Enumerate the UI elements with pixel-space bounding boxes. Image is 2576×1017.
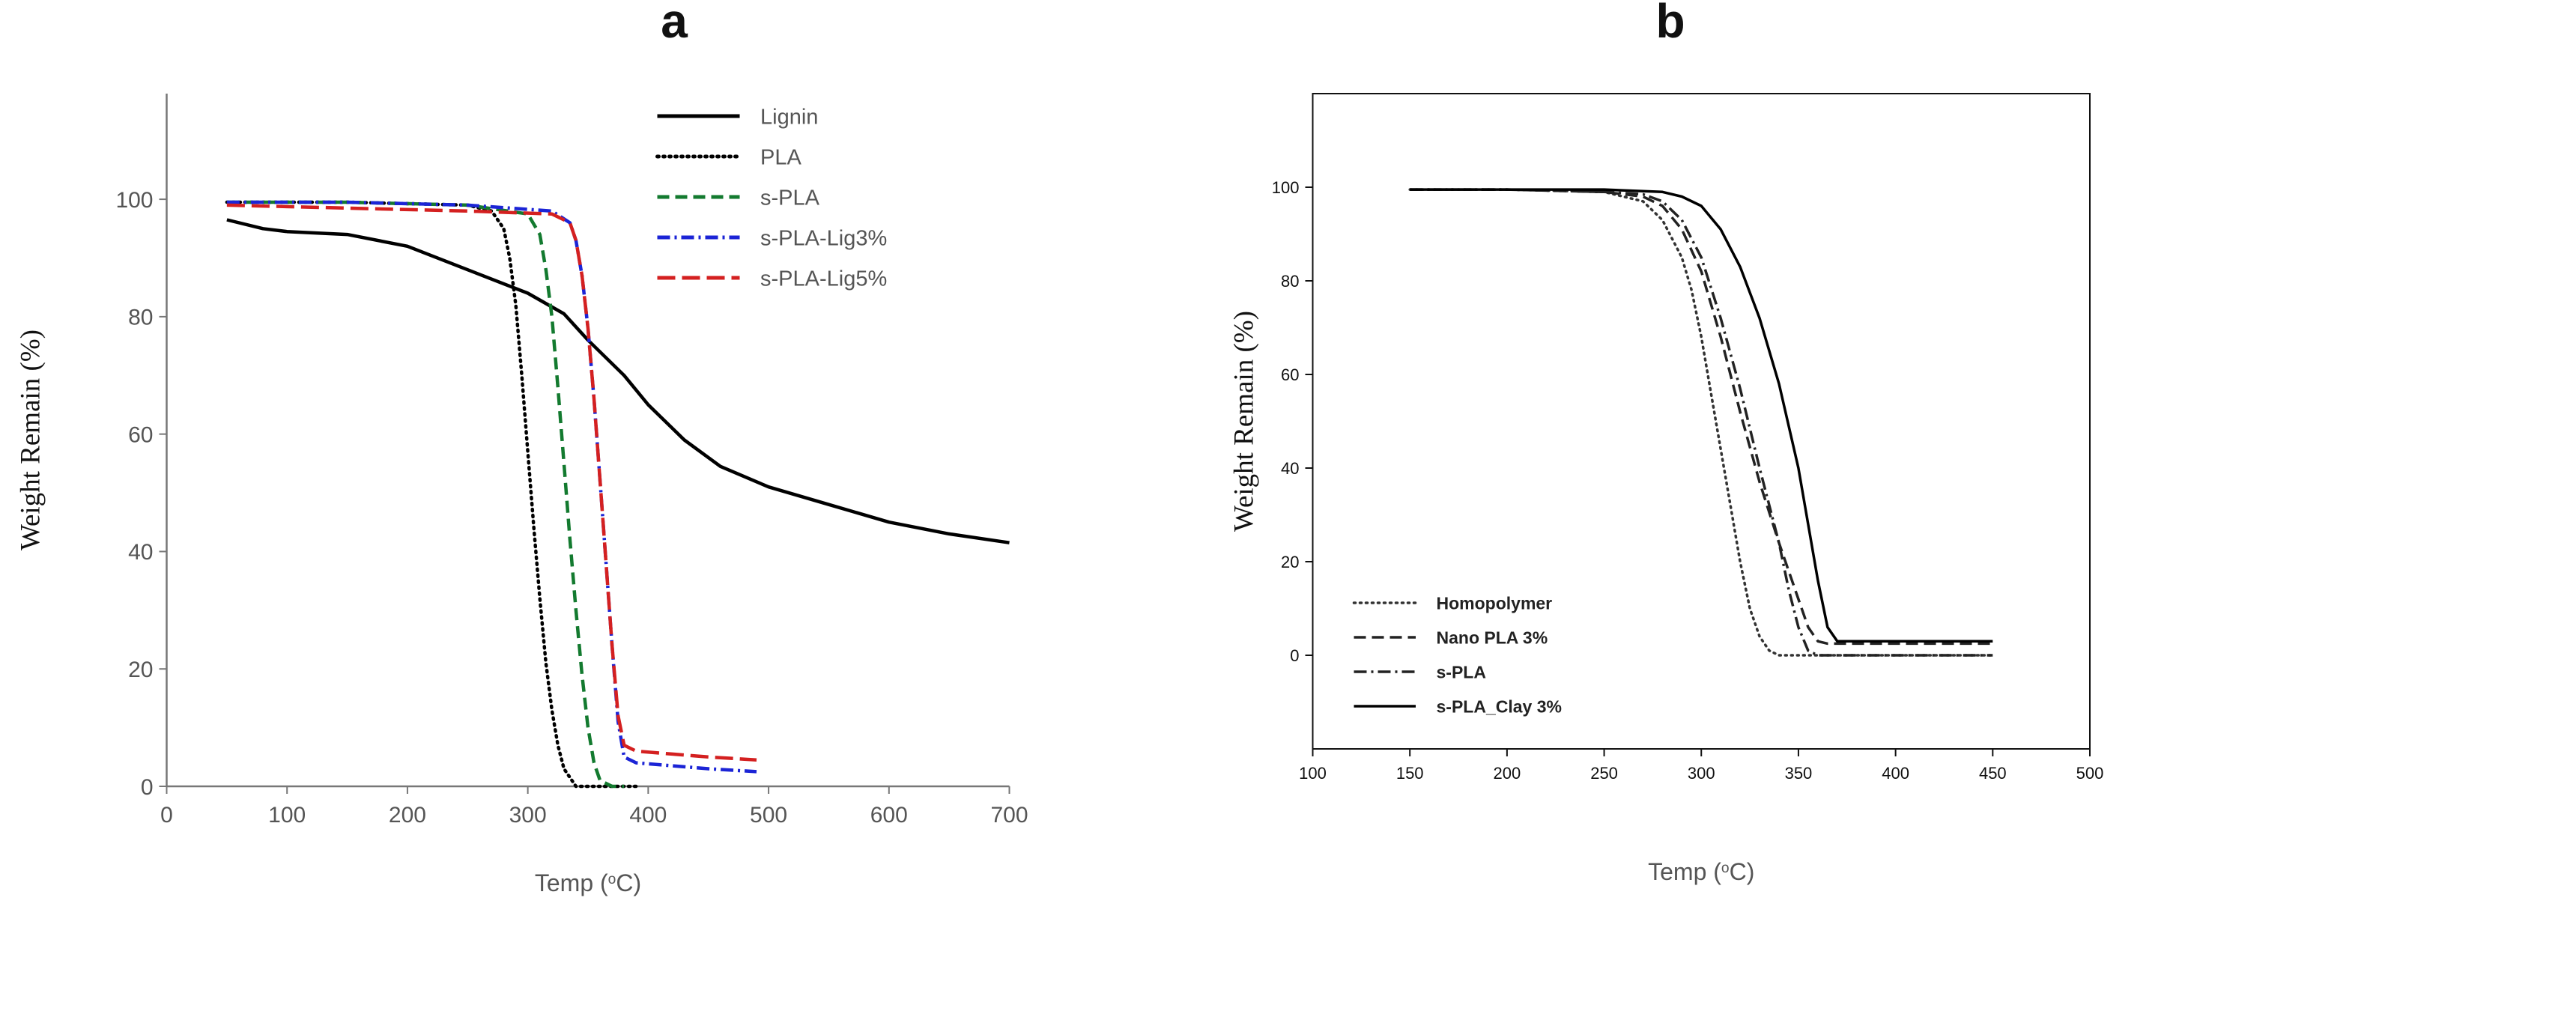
y-tick-label: 40 bbox=[128, 540, 153, 565]
x-tick-label: 100 bbox=[268, 803, 306, 828]
legend-label: PLA bbox=[760, 145, 801, 169]
x-tick-label: 450 bbox=[1979, 764, 2007, 783]
y-tick-label: 60 bbox=[128, 422, 153, 447]
legend-label: Lignin bbox=[760, 105, 818, 129]
legend-label: s-PLA-Lig5% bbox=[760, 267, 887, 291]
legend-label: Nano PLA 3% bbox=[1437, 628, 1548, 647]
y-tick-label: 0 bbox=[1290, 646, 1299, 665]
chart-panel-a: a 0 100 200 300 400 500 600 700 0 20 40 60 80 100 Weigh… bbox=[16, 0, 1028, 896]
x-axis-label: Temp (oC) bbox=[535, 869, 641, 896]
legend-label: s-PLA bbox=[760, 186, 820, 210]
x-tick-label: 500 bbox=[2076, 764, 2104, 783]
series-line-s-PLA-Lig5% bbox=[226, 203, 757, 762]
y-tick-label: 80 bbox=[1281, 272, 1299, 291]
x-tick-label: 400 bbox=[1882, 764, 1909, 783]
series-line-s-PLA bbox=[1410, 188, 1993, 657]
y-tick-label: 40 bbox=[1281, 459, 1299, 478]
panel-letter: a bbox=[661, 0, 688, 48]
x-tick-label: 300 bbox=[509, 803, 547, 828]
x-tick-label: 200 bbox=[1494, 764, 1521, 783]
legend-label: s-PLA-Lig3% bbox=[760, 226, 887, 250]
x-tick-label: 350 bbox=[1785, 764, 1813, 783]
series-line-s-PLA-Lig3% bbox=[226, 200, 757, 774]
x-tick-label: 250 bbox=[1590, 764, 1618, 783]
y-tick-label: 100 bbox=[1272, 178, 1300, 197]
y-tick-label: 20 bbox=[1281, 553, 1299, 571]
series-line-Homopolymer bbox=[1408, 188, 1995, 657]
legend-label: s-PLA bbox=[1437, 662, 1486, 681]
y-tick-label: 80 bbox=[128, 306, 153, 330]
x-tick-label: 150 bbox=[1396, 764, 1424, 783]
x-tick-label: 600 bbox=[870, 803, 908, 828]
plot-frame bbox=[1312, 93, 2091, 750]
y-tick-label: 0 bbox=[141, 775, 154, 800]
series-line-PLA bbox=[225, 200, 638, 789]
x-tick-label: 100 bbox=[1299, 764, 1327, 783]
x-axis-label: Temp (oC) bbox=[1648, 858, 1754, 885]
x-tick-label: 200 bbox=[389, 803, 426, 828]
chart-panel-b: b 100 150 200 250 300 350 400 450 500 0 20 40 60 80 100… bbox=[1229, 0, 2104, 885]
panel-letter: b bbox=[1655, 0, 1685, 48]
x-tick-label: 300 bbox=[1688, 764, 1715, 783]
y-tick-label: 60 bbox=[1281, 365, 1299, 384]
x-tick-label: 700 bbox=[990, 803, 1028, 828]
y-axis-label: Weight Remain (%) bbox=[1229, 311, 1260, 532]
series-line-Nano PLA 3% bbox=[1410, 188, 1993, 646]
series-line-s-PLA_Clay 3% bbox=[1410, 188, 1993, 643]
legend-label: s-PLA_Clay 3% bbox=[1437, 696, 1562, 716]
legend-label: Homopolymer bbox=[1437, 593, 1553, 613]
series-line-s-PLA bbox=[226, 200, 625, 789]
x-tick-label: 500 bbox=[750, 803, 787, 828]
y-axis-label: Weight Remain (%) bbox=[16, 330, 46, 550]
series-line-Lignin bbox=[226, 218, 1010, 544]
y-tick-label: 100 bbox=[115, 188, 153, 213]
y-tick-label: 20 bbox=[128, 658, 153, 682]
x-tick-label: 0 bbox=[160, 803, 173, 828]
x-tick-label: 400 bbox=[629, 803, 667, 828]
